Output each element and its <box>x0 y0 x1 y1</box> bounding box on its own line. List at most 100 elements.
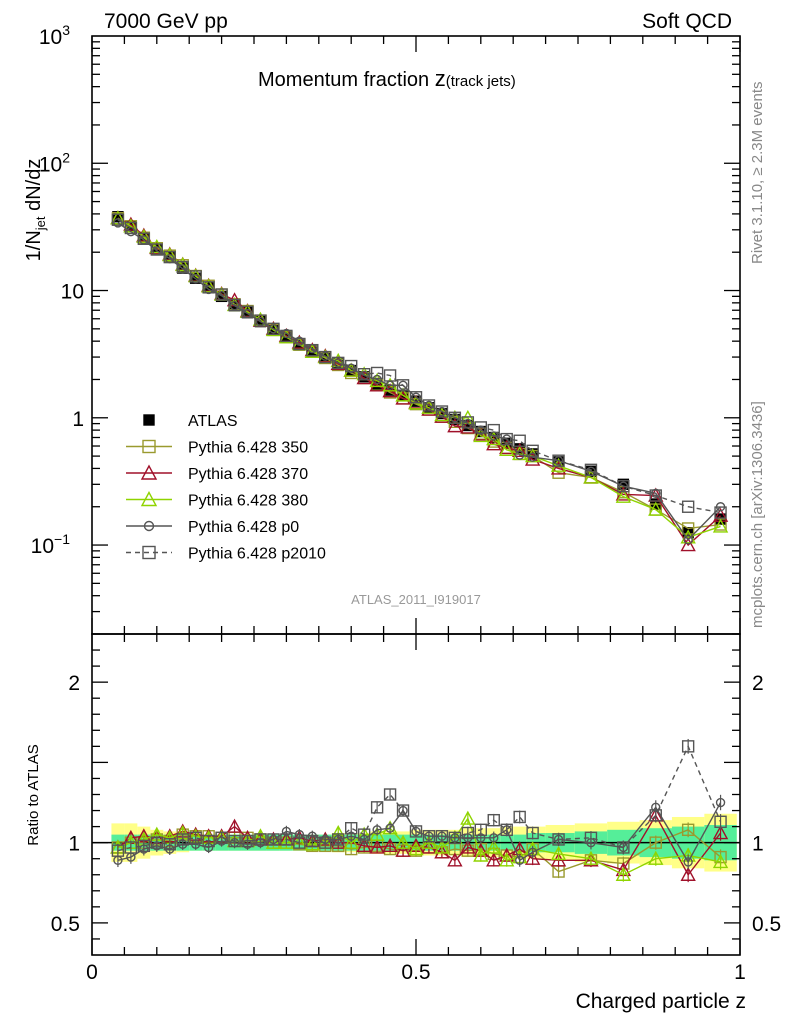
ratio-point <box>385 823 395 833</box>
legend-label: Pythia 6.428 p2010 <box>188 546 326 563</box>
ratio-point <box>319 836 332 849</box>
ratio-point <box>228 834 241 848</box>
ratio-point <box>680 866 696 881</box>
data-point <box>319 350 332 364</box>
ratio-y-tick-label-right: 2 <box>752 672 764 695</box>
data-point <box>306 343 319 357</box>
ratio-point <box>267 833 280 846</box>
data-point <box>202 281 215 294</box>
data-point <box>618 481 629 491</box>
data-point <box>162 247 178 262</box>
ratio-point <box>369 839 385 854</box>
data-point <box>176 260 189 274</box>
legend-label: Pythia 6.428 350 <box>188 440 308 457</box>
ratio-point <box>345 822 358 835</box>
mcplots-label: mcplots.cern.ch [arXiv:1306.3436] <box>749 401 766 628</box>
data-point <box>293 337 306 351</box>
ratio-point <box>487 813 500 827</box>
ratio-point <box>681 740 695 753</box>
data-point <box>150 243 164 256</box>
data-point <box>372 374 382 385</box>
ratio-point <box>447 852 463 867</box>
data-point <box>345 359 358 373</box>
ratio-point <box>500 823 513 837</box>
legend-marker <box>142 439 156 454</box>
data-point <box>550 460 567 475</box>
ratio-point <box>370 801 384 814</box>
data-point <box>435 405 449 418</box>
ratio-ylabel: Ratio to ATLAS <box>25 744 42 845</box>
main-frame <box>91 35 741 635</box>
ratio-point <box>421 839 437 854</box>
data-point <box>111 213 125 226</box>
data-point <box>113 218 123 228</box>
ratio-y-tick-label: 2 <box>68 672 80 695</box>
ratio-y-tick-label-right: 0.5 <box>752 913 781 936</box>
data-point <box>487 423 500 437</box>
ratio-point <box>448 831 462 845</box>
ratio-point <box>304 836 320 851</box>
ratio-point <box>489 833 499 843</box>
data-point <box>584 463 598 477</box>
data-point <box>409 397 423 411</box>
legend-marker <box>140 491 158 507</box>
legend-item: Pythia 6.428 350 <box>126 440 308 457</box>
legend-marker <box>140 464 158 480</box>
data-point <box>486 436 502 451</box>
ratio-point <box>552 833 565 846</box>
ratio-frame <box>91 633 741 956</box>
y-tick-label: 10 <box>61 281 84 304</box>
data-point <box>395 387 411 402</box>
data-point <box>447 418 463 433</box>
header-left: 7000 GeV pp <box>104 10 228 33</box>
data-point <box>215 288 228 301</box>
ratio-point <box>395 834 411 849</box>
data-point <box>712 518 729 533</box>
legend-marker <box>143 520 155 532</box>
data-point <box>499 441 515 457</box>
x-tick-label: 0 <box>86 961 98 984</box>
ratio-point <box>683 857 693 867</box>
ratio-point <box>280 833 293 846</box>
ratio-point <box>486 852 502 867</box>
series-line <box>117 219 721 514</box>
data-point <box>473 426 489 441</box>
ratio-point <box>111 844 125 857</box>
data-point <box>437 406 447 417</box>
data-point <box>396 379 410 392</box>
ratio-point <box>715 797 726 808</box>
legend-item: Pythia 6.428 p0 <box>126 519 299 536</box>
ratio-point <box>124 841 138 854</box>
data-point <box>333 358 343 368</box>
data-point <box>448 411 462 424</box>
ratio-point <box>356 837 372 853</box>
ratio-point <box>513 810 526 824</box>
data-point <box>163 250 176 264</box>
data-point <box>357 368 371 381</box>
legend-item: ATLAS <box>143 413 238 430</box>
data-point <box>411 392 421 402</box>
ratio-point <box>615 866 632 881</box>
ratio-point <box>527 847 538 857</box>
ratio-point <box>396 804 410 817</box>
data-point <box>681 522 695 535</box>
ratio-point <box>343 834 359 849</box>
ratio-y-tick-label: 0.5 <box>51 913 80 936</box>
main-title: Momentum fraction z(track jets) <box>258 66 516 91</box>
data-point <box>369 377 385 392</box>
y-tick-label: 103 <box>39 22 70 49</box>
main-ylabel: 1/Njet dN/dz <box>23 159 48 262</box>
legend-item: Pythia 6.428 370 <box>126 464 308 483</box>
ratio-point <box>460 810 476 825</box>
ratio-point <box>278 834 295 849</box>
data-point <box>474 421 487 434</box>
ratio-point <box>649 809 662 822</box>
ratio-point <box>649 836 662 849</box>
ratio-point <box>189 831 202 845</box>
ratio-series-4 <box>111 738 727 858</box>
ratio-y-tick-label-right: 1 <box>752 833 764 856</box>
ratio-point <box>499 852 515 867</box>
ratio-point <box>176 833 189 846</box>
legend: ATLAS Pythia 6.428 350 Pythia 6.428 370 Pyt… <box>126 413 326 563</box>
